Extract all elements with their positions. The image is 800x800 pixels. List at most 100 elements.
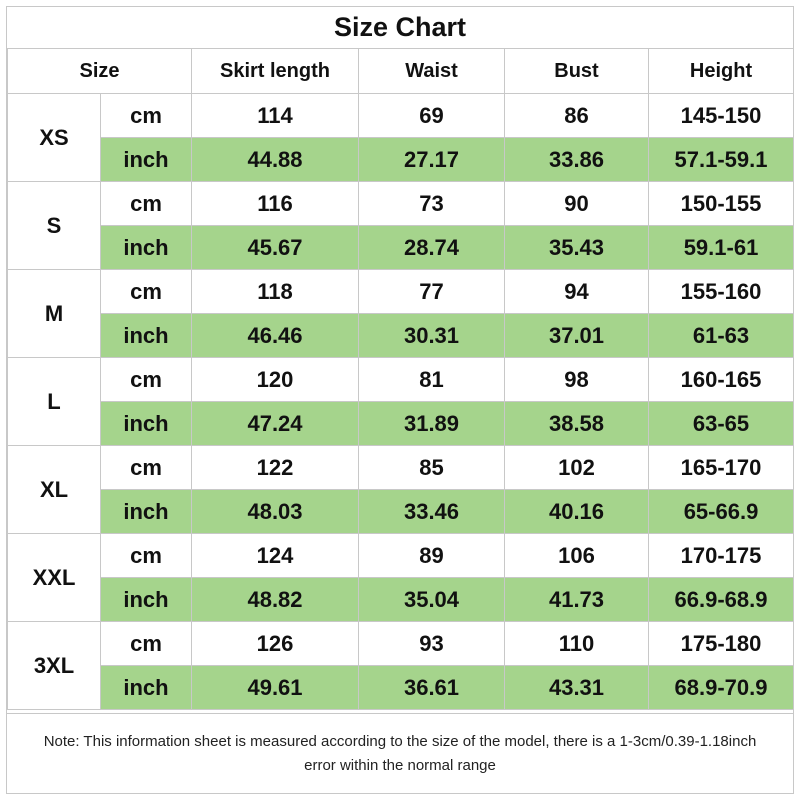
header-bust: Bust — [504, 48, 649, 94]
unit-label: inch — [100, 313, 192, 358]
bust-cell: 35.43 — [504, 225, 649, 270]
unit-label: cm — [100, 445, 192, 490]
header-height: Height — [648, 48, 794, 94]
table-row: inch 45.67 28.74 35.43 59.1-61 — [8, 225, 794, 270]
height-cell: 59.1-61 — [648, 225, 794, 270]
bust-cell: 86 — [504, 93, 649, 138]
height-cell: 170-175 — [648, 533, 794, 578]
bust-cell: 43.31 — [504, 665, 649, 710]
skirt-length-cell: 46.46 — [191, 313, 359, 358]
size-label: L — [7, 357, 101, 446]
table-row: inch 44.88 27.17 33.86 57.1-59.1 — [8, 137, 794, 182]
waist-cell: 77 — [358, 269, 505, 314]
size-label: 3XL — [7, 621, 101, 710]
skirt-length-cell: 122 — [191, 445, 359, 490]
skirt-length-cell: 116 — [191, 181, 359, 226]
height-cell: 65-66.9 — [648, 489, 794, 534]
table-row: XL cm 122 85 102 165-170 — [7, 445, 794, 534]
waist-cell: 81 — [358, 357, 505, 402]
height-cell: 63-65 — [648, 401, 794, 446]
size-label: M — [7, 269, 101, 358]
unit-label: inch — [100, 225, 192, 270]
waist-cell: 93 — [358, 621, 505, 666]
waist-cell: 27.17 — [358, 137, 505, 182]
skirt-length-cell: 47.24 — [191, 401, 359, 446]
size-chart: Size Chart Size Skirt length Waist Bust … — [6, 6, 794, 794]
bust-cell: 37.01 — [504, 313, 649, 358]
size-label: XS — [7, 93, 101, 182]
height-cell: 165-170 — [648, 445, 794, 490]
table-row: inch 47.24 31.89 38.58 63-65 — [8, 401, 794, 446]
table-row: inch 48.03 33.46 40.16 65-66.9 — [8, 489, 794, 534]
table-row: XXL cm 124 89 106 170-175 — [7, 533, 794, 622]
waist-cell: 69 — [358, 93, 505, 138]
size-label: XL — [7, 445, 101, 534]
size-label: XXL — [7, 533, 101, 622]
size-label: S — [7, 181, 101, 270]
waist-cell: 35.04 — [358, 577, 505, 622]
table-row: 3XL cm 126 93 110 175-180 — [7, 621, 794, 710]
waist-cell: 28.74 — [358, 225, 505, 270]
waist-cell: 85 — [358, 445, 505, 490]
height-cell: 160-165 — [648, 357, 794, 402]
bust-cell: 94 — [504, 269, 649, 314]
table-row: inch 48.82 35.04 41.73 66.9-68.9 — [8, 577, 794, 622]
height-cell: 57.1-59.1 — [648, 137, 794, 182]
table-row: inch 49.61 36.61 43.31 68.9-70.9 — [8, 665, 794, 710]
bust-cell: 102 — [504, 445, 649, 490]
skirt-length-cell: 124 — [191, 533, 359, 578]
bust-cell: 110 — [504, 621, 649, 666]
skirt-length-cell: 49.61 — [191, 665, 359, 710]
bust-cell: 98 — [504, 357, 649, 402]
skirt-length-cell: 48.03 — [191, 489, 359, 534]
unit-label: cm — [100, 621, 192, 666]
skirt-length-cell: 126 — [191, 621, 359, 666]
unit-label: inch — [100, 137, 192, 182]
skirt-length-cell: 114 — [191, 93, 359, 138]
unit-label: cm — [100, 93, 192, 138]
height-cell: 155-160 — [648, 269, 794, 314]
bust-cell: 33.86 — [504, 137, 649, 182]
measurement-note: Note: This information sheet is measured… — [7, 713, 793, 793]
skirt-length-cell: 45.67 — [191, 225, 359, 270]
skirt-length-cell: 120 — [191, 357, 359, 402]
header-waist: Waist — [358, 48, 505, 94]
table-row: XS cm 114 69 86 145-150 — [7, 93, 794, 182]
bust-cell: 90 — [504, 181, 649, 226]
skirt-length-cell: 44.88 — [191, 137, 359, 182]
bust-cell: 106 — [504, 533, 649, 578]
unit-label: inch — [100, 577, 192, 622]
unit-label: cm — [100, 533, 192, 578]
waist-cell: 31.89 — [358, 401, 505, 446]
waist-cell: 36.61 — [358, 665, 505, 710]
bust-cell: 38.58 — [504, 401, 649, 446]
table-row: inch 46.46 30.31 37.01 61-63 — [8, 313, 794, 358]
size-table: Size Skirt length Waist Bust Height XS cm… — [7, 48, 794, 710]
skirt-length-cell: 118 — [191, 269, 359, 314]
unit-label: inch — [100, 489, 192, 534]
skirt-length-cell: 48.82 — [191, 577, 359, 622]
height-cell: 68.9-70.9 — [648, 665, 794, 710]
waist-cell: 73 — [358, 181, 505, 226]
bust-cell: 41.73 — [504, 577, 649, 622]
header-size: Size — [7, 48, 192, 94]
waist-cell: 30.31 — [358, 313, 505, 358]
unit-label: cm — [100, 181, 192, 226]
waist-cell: 89 — [358, 533, 505, 578]
unit-label: cm — [100, 357, 192, 402]
height-cell: 150-155 — [648, 181, 794, 226]
height-cell: 66.9-68.9 — [648, 577, 794, 622]
bust-cell: 40.16 — [504, 489, 649, 534]
unit-label: inch — [100, 401, 192, 446]
header-row: Size Skirt length Waist Bust Height — [7, 48, 794, 94]
header-skirt-length: Skirt length — [191, 48, 359, 94]
unit-label: inch — [100, 665, 192, 710]
height-cell: 61-63 — [648, 313, 794, 358]
chart-title: Size Chart — [7, 7, 793, 49]
unit-label: cm — [100, 269, 192, 314]
height-cell: 145-150 — [648, 93, 794, 138]
height-cell: 175-180 — [648, 621, 794, 666]
